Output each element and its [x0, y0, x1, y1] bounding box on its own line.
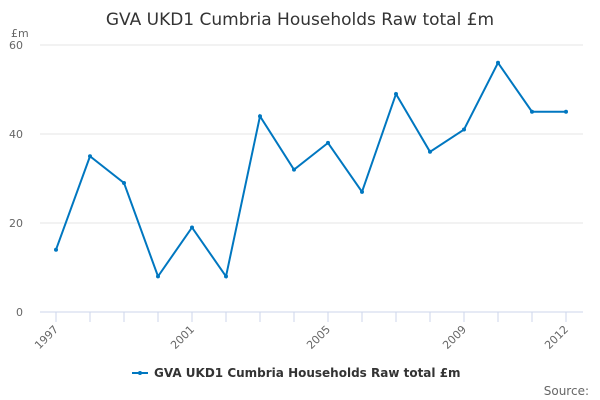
legend[interactable]: GVA UKD1 Cumbria Households Raw total £m — [132, 366, 461, 380]
y-axis-label: £m — [11, 27, 29, 40]
data-point[interactable] — [326, 140, 330, 145]
x-tick-label: 2005 — [304, 323, 333, 352]
y-tick-label: 20 — [9, 217, 23, 230]
data-point[interactable] — [360, 189, 364, 194]
y-tick-label: 0 — [16, 306, 23, 319]
data-point[interactable] — [530, 109, 534, 114]
data-point[interactable] — [54, 247, 58, 252]
data-point[interactable] — [122, 180, 126, 185]
x-tick-label: 1997 — [32, 323, 61, 352]
x-tick-label: 2001 — [168, 323, 197, 352]
data-point[interactable] — [462, 127, 466, 132]
legend-label[interactable]: GVA UKD1 Cumbria Households Raw total £m — [154, 366, 461, 380]
data-point[interactable] — [564, 109, 568, 114]
x-tick-label: 2009 — [440, 323, 469, 352]
data-point[interactable] — [224, 274, 228, 279]
data-point[interactable] — [88, 154, 92, 159]
data-point[interactable] — [394, 91, 398, 96]
series-line — [55, 60, 566, 279]
y-tick-label: 60 — [9, 39, 23, 52]
data-point[interactable] — [258, 114, 262, 119]
data-point[interactable] — [156, 274, 160, 279]
data-point[interactable] — [292, 167, 296, 172]
data-point[interactable] — [190, 225, 194, 230]
chart-title: GVA UKD1 Cumbria Households Raw total £m — [106, 10, 494, 30]
data-point[interactable] — [428, 149, 432, 154]
y-tick-label: 40 — [9, 128, 23, 141]
data-point[interactable] — [496, 60, 500, 65]
x-tick-label: 2012 — [542, 323, 571, 352]
legend-marker — [138, 371, 142, 375]
source-label: Source: — [544, 384, 589, 398]
